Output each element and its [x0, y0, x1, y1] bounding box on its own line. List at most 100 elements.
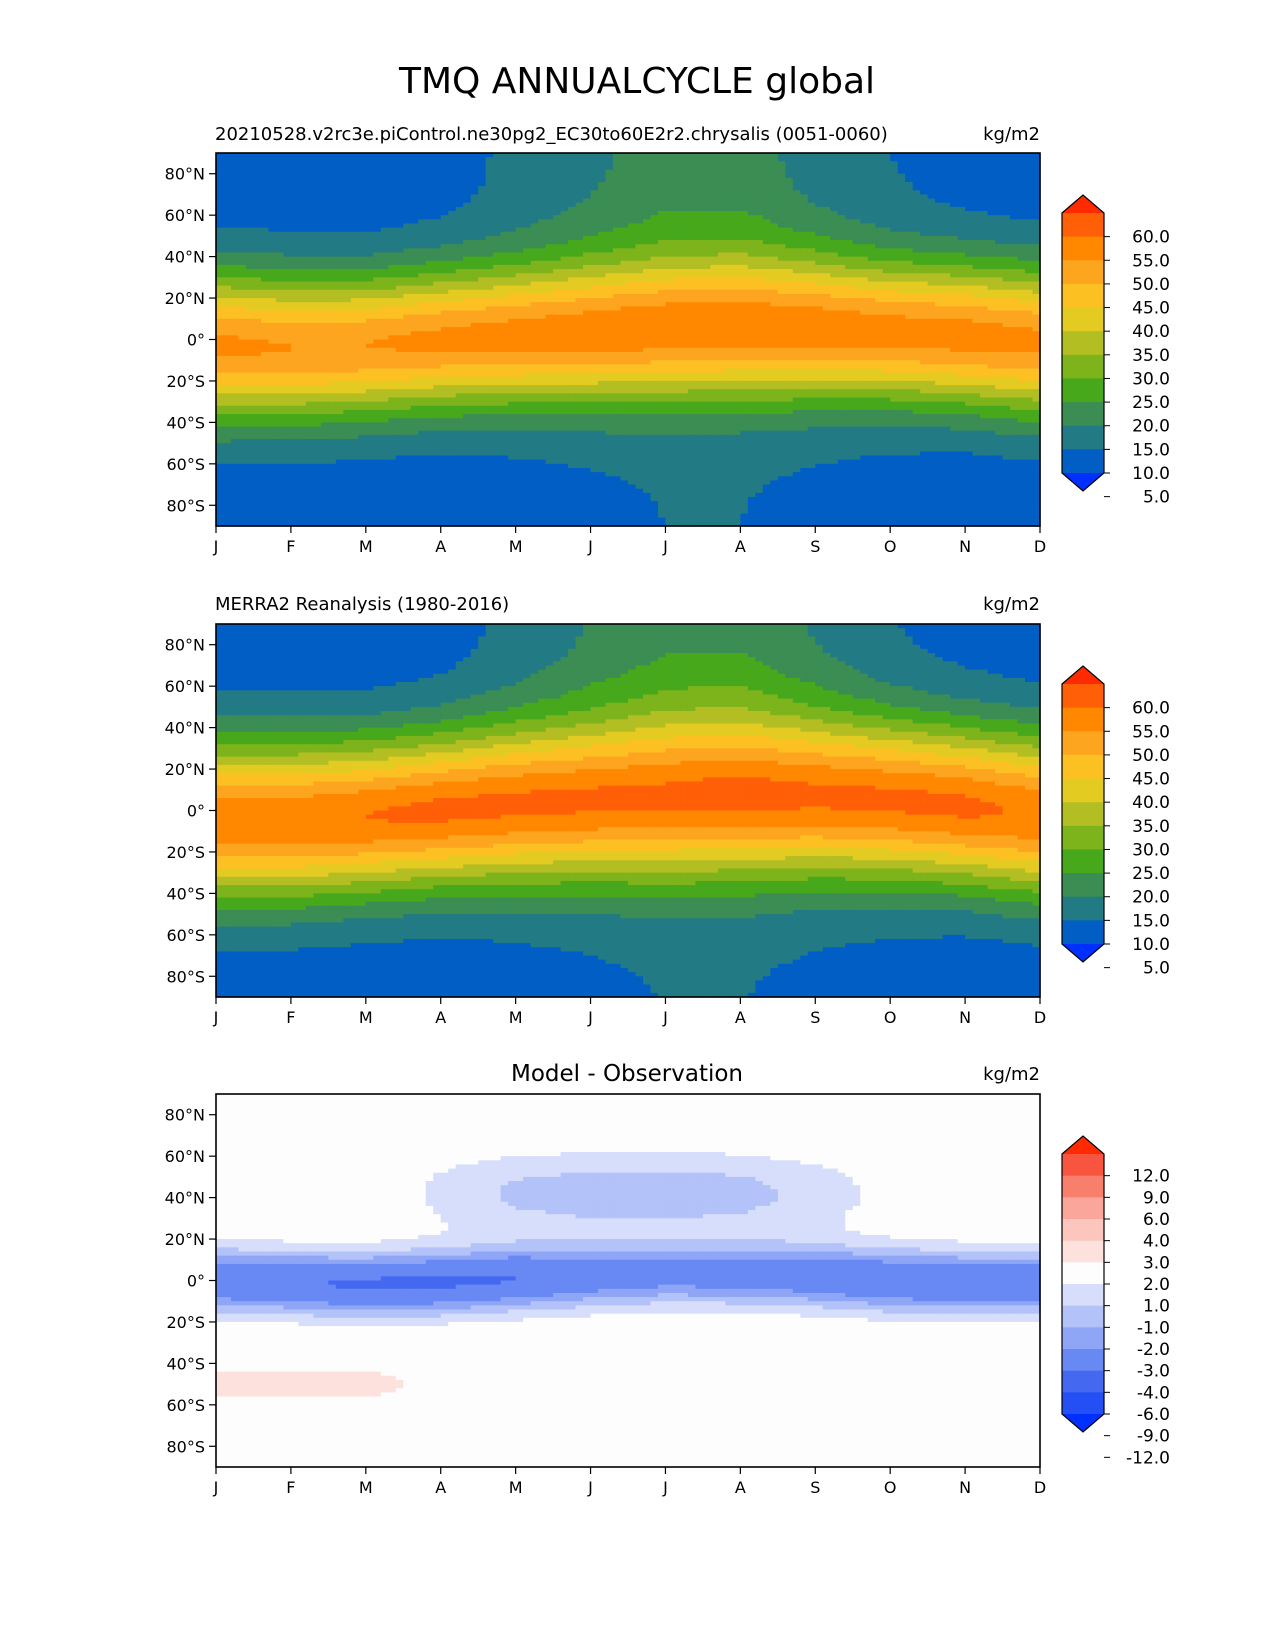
- heat-cell: [935, 240, 944, 245]
- heat-cell: [1032, 269, 1041, 274]
- heat-cell: [672, 256, 682, 262]
- heat-cell: [890, 231, 899, 237]
- heat-cell: [523, 285, 532, 291]
- heat-cell: [657, 169, 667, 175]
- heat-cell: [830, 281, 839, 287]
- heat-cell: [395, 202, 404, 208]
- heat-cell: [725, 244, 734, 249]
- heat-cell: [440, 335, 449, 341]
- heat-cell: [770, 322, 779, 328]
- heat-cell: [305, 331, 314, 336]
- heat-cell: [493, 298, 502, 303]
- heat-cell: [995, 260, 1004, 266]
- heat-cell: [657, 194, 667, 200]
- heat-cell: [1017, 227, 1026, 233]
- heat-cell: [770, 318, 779, 324]
- heat-cell: [395, 277, 404, 283]
- heat-cell: [965, 306, 974, 312]
- heat-cell: [852, 235, 861, 241]
- heat-cell: [717, 194, 726, 200]
- heat-cell: [470, 327, 479, 332]
- heat-cell: [845, 202, 854, 208]
- heat-cell: [410, 314, 419, 320]
- heat-cell: [455, 206, 464, 212]
- heat-cell: [860, 186, 869, 191]
- heat-cell: [912, 186, 921, 191]
- heat-cell: [598, 277, 607, 283]
- heat-cell: [598, 240, 607, 245]
- heat-cell: [725, 302, 734, 307]
- heat-cell: [1010, 206, 1019, 212]
- heat-cell: [440, 273, 449, 278]
- heat-cell: [410, 269, 419, 274]
- heat-cell: [770, 157, 779, 162]
- heat-cell: [238, 260, 247, 266]
- heat-cell: [575, 281, 584, 287]
- heat-cell: [642, 235, 652, 241]
- heat-cell: [478, 298, 487, 303]
- heat-cell: [628, 285, 637, 291]
- heat-cell: [298, 227, 307, 233]
- heat-cell: [740, 153, 749, 158]
- heat-cell: [1032, 190, 1041, 196]
- heat-cell: [830, 318, 839, 324]
- heat-cell: [418, 318, 427, 324]
- heat-cell: [732, 277, 741, 283]
- heat-cell: [605, 293, 614, 299]
- heat-cell: [1032, 235, 1041, 241]
- heat-cell: [388, 289, 397, 295]
- heat-cell: [710, 240, 719, 245]
- heat-cell: [665, 190, 674, 196]
- heat-cell: [328, 302, 337, 307]
- heat-cell: [965, 264, 974, 270]
- heat-cell: [687, 335, 697, 341]
- heat-cell: [305, 273, 314, 278]
- heat-cell: [800, 269, 809, 274]
- heat-cell: [905, 256, 914, 262]
- heat-cell: [530, 182, 539, 187]
- heat-cell: [1017, 244, 1026, 249]
- heat-cell: [463, 244, 472, 249]
- heat-cell: [268, 161, 277, 167]
- heat-cell: [500, 310, 509, 316]
- heat-cell: [845, 161, 854, 167]
- heat-cell: [995, 173, 1004, 179]
- heat-cell: [598, 211, 607, 216]
- heat-cell: [620, 331, 629, 336]
- heat-cell: [635, 302, 644, 307]
- heat-cell: [845, 211, 854, 216]
- heat-cell: [275, 264, 285, 270]
- heat-cell: [320, 157, 329, 162]
- heat-cell: [680, 293, 689, 299]
- heat-cell: [493, 289, 502, 295]
- heat-cell: [463, 318, 472, 324]
- heat-cell: [665, 331, 674, 336]
- heat-cell: [605, 244, 614, 249]
- heat-cell: [380, 202, 389, 208]
- heat-cell: [320, 281, 329, 287]
- heat-cell: [410, 231, 419, 237]
- heat-cell: [448, 190, 457, 196]
- heat-cell: [508, 331, 517, 336]
- heat-cell: [867, 215, 876, 220]
- heat-cell: [1032, 177, 1041, 183]
- heat-cell: [515, 264, 524, 270]
- heat-cell: [927, 153, 936, 158]
- heat-cell: [605, 252, 614, 258]
- heat-cell: [508, 240, 517, 245]
- heat-cell: [245, 322, 255, 328]
- heat-cell: [253, 269, 262, 274]
- heat-cell: [905, 231, 914, 237]
- heat-cell: [553, 306, 562, 312]
- heat-cell: [365, 273, 374, 278]
- heat-cell: [800, 161, 809, 167]
- heat-cell: [598, 306, 607, 312]
- heat-cell: [635, 264, 644, 270]
- heat-cell: [388, 153, 397, 158]
- heat-cell: [972, 202, 981, 208]
- heat-cell: [762, 306, 771, 312]
- heat-cell: [575, 231, 584, 237]
- heat-cell: [260, 252, 270, 258]
- heat-cell: [905, 173, 914, 179]
- heat-cell: [837, 314, 846, 320]
